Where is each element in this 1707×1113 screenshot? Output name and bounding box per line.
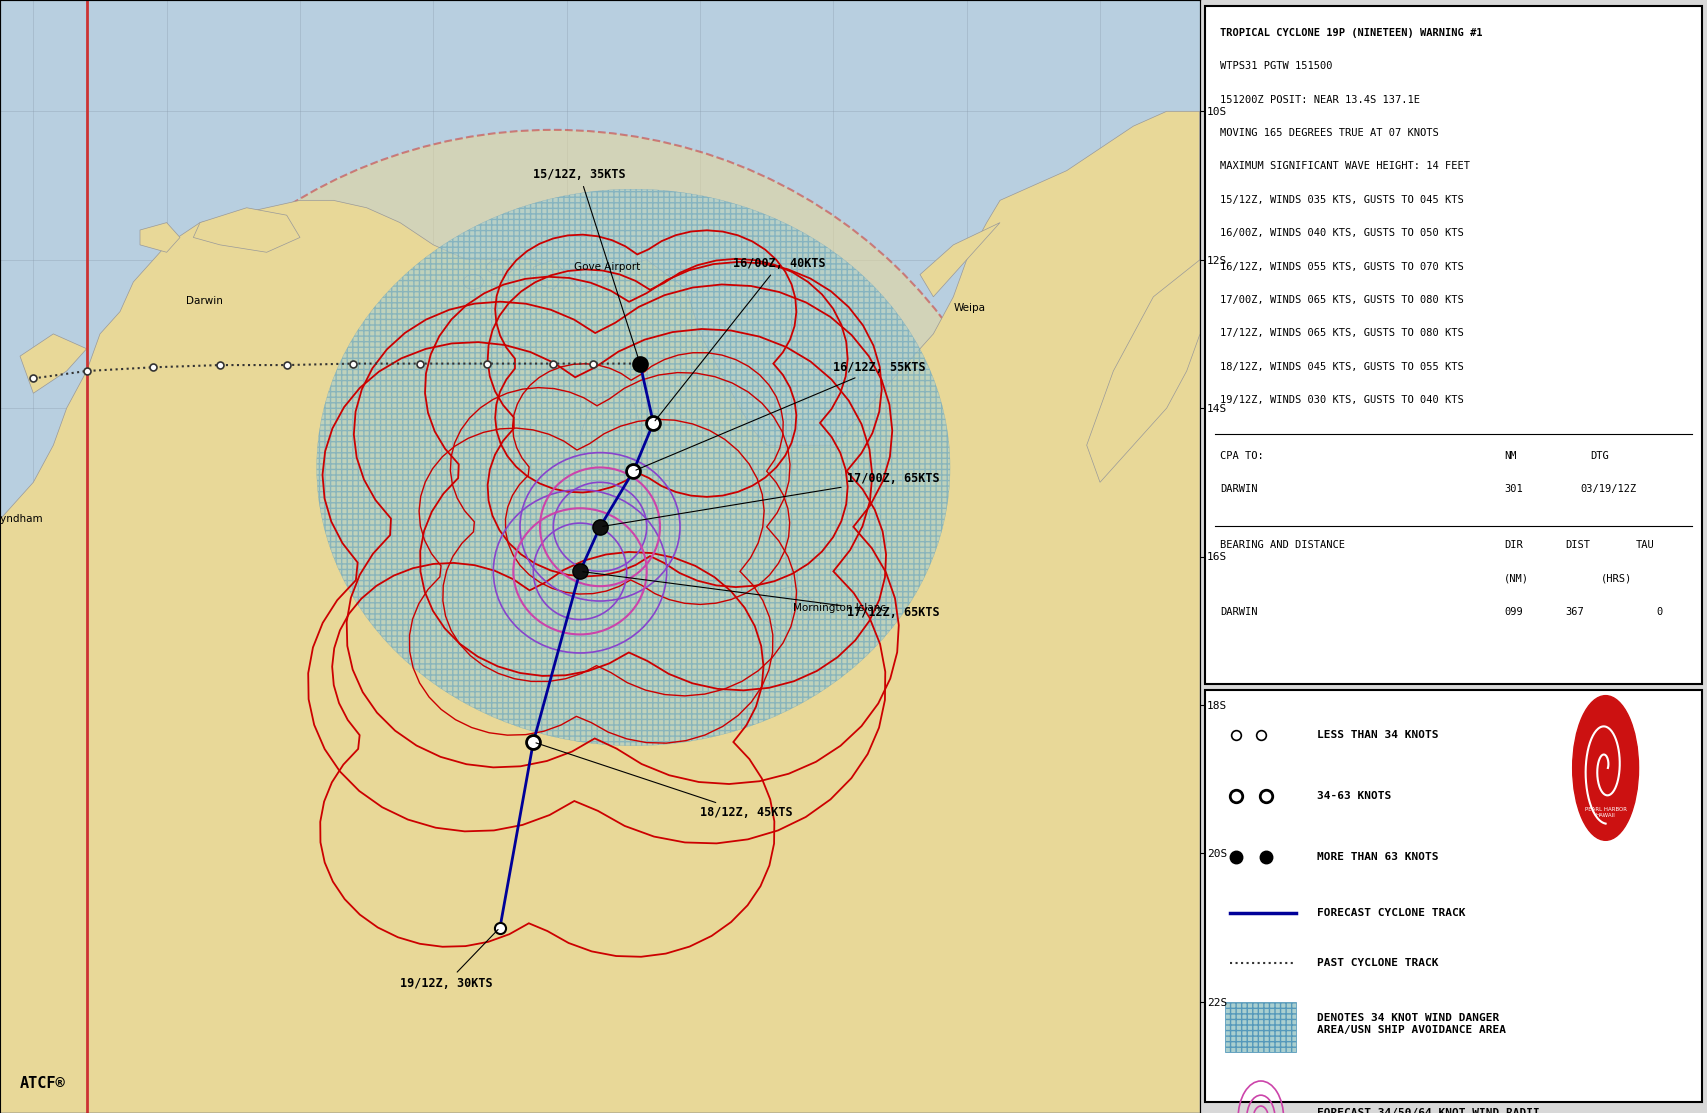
Text: 17/00Z, 65KTS: 17/00Z, 65KTS [603, 472, 939, 526]
Bar [1205, 690, 1702, 1102]
Text: 16/00Z, 40KTS: 16/00Z, 40KTS [655, 257, 826, 421]
Text: Weipa: Weipa [953, 303, 985, 313]
Polygon shape [140, 223, 179, 253]
Text: Darwin: Darwin [186, 296, 224, 305]
Text: ATCF®: ATCF® [20, 1076, 65, 1091]
Text: PAST CYCLONE TRACK: PAST CYCLONE TRACK [1316, 958, 1437, 967]
Bar [1226, 1002, 1296, 1052]
Text: BEARING AND DISTANCE: BEARING AND DISTANCE [1221, 540, 1345, 550]
Text: DARWIN: DARWIN [1221, 484, 1258, 494]
Ellipse shape [463, 275, 483, 289]
Ellipse shape [318, 189, 951, 746]
Text: (HRS): (HRS) [1601, 573, 1632, 583]
Text: 367: 367 [1565, 607, 1584, 617]
Polygon shape [580, 393, 640, 475]
Text: 301: 301 [1504, 484, 1523, 494]
Text: DIR: DIR [1504, 540, 1523, 550]
Text: LESS THAN 34 KNOTS: LESS THAN 34 KNOTS [1316, 730, 1437, 739]
Circle shape [1572, 696, 1639, 840]
Polygon shape [193, 208, 300, 253]
Ellipse shape [486, 259, 514, 275]
Ellipse shape [70, 130, 1036, 1057]
Text: MAXIMUM SIGNIFICANT WAVE HEIGHT: 14 FEET: MAXIMUM SIGNIFICANT WAVE HEIGHT: 14 FEET [1221, 161, 1470, 171]
Text: FORECAST 34/50/64 KNOT WIND RADII
(WINDS VALID OVER OPEN OCEAN ONLY): FORECAST 34/50/64 KNOT WIND RADII (WINDS… [1316, 1107, 1547, 1113]
Text: 17/12Z, 65KTS: 17/12Z, 65KTS [582, 572, 939, 619]
Text: NM: NM [1504, 451, 1518, 461]
Polygon shape [1087, 111, 1200, 482]
Polygon shape [920, 223, 1000, 297]
Text: Gove Airport: Gove Airport [574, 263, 640, 272]
Text: DIST: DIST [1565, 540, 1589, 550]
Text: 16/12Z, 55KTS: 16/12Z, 55KTS [637, 361, 925, 470]
Text: Wyndham: Wyndham [0, 514, 43, 524]
Text: TAU: TAU [1635, 540, 1654, 550]
Polygon shape [533, 259, 567, 289]
Text: 151200Z POSIT: NEAR 13.4S 137.1E: 151200Z POSIT: NEAR 13.4S 137.1E [1221, 95, 1420, 105]
Text: (NM): (NM) [1504, 573, 1529, 583]
Text: 18/12Z, 45KTS: 18/12Z, 45KTS [536, 742, 792, 819]
Text: 17/12Z, WINDS 065 KTS, GUSTS TO 080 KTS: 17/12Z, WINDS 065 KTS, GUSTS TO 080 KTS [1221, 328, 1465, 338]
Text: MOVING 165 DEGREES TRUE AT 07 KNOTS: MOVING 165 DEGREES TRUE AT 07 KNOTS [1221, 128, 1439, 138]
Text: 15/12Z, WINDS 035 KTS, GUSTS TO 045 KTS: 15/12Z, WINDS 035 KTS, GUSTS TO 045 KTS [1221, 195, 1465, 205]
Text: CPA TO:: CPA TO: [1221, 451, 1265, 461]
Text: 17/00Z, WINDS 065 KTS, GUSTS TO 080 KTS: 17/00Z, WINDS 065 KTS, GUSTS TO 080 KTS [1221, 295, 1465, 305]
Text: PEARL HARBOR
HAWAII: PEARL HARBOR HAWAII [1584, 807, 1627, 818]
Text: 099: 099 [1504, 607, 1523, 617]
Polygon shape [20, 334, 87, 393]
Text: TROPICAL CYCLONE 19P (NINETEEN) WARNING #1: TROPICAL CYCLONE 19P (NINETEEN) WARNING … [1221, 28, 1483, 38]
Text: 34-63 KNOTS: 34-63 KNOTS [1316, 791, 1391, 800]
Text: 16/00Z, WINDS 040 KTS, GUSTS TO 050 KTS: 16/00Z, WINDS 040 KTS, GUSTS TO 050 KTS [1221, 228, 1465, 238]
Text: 0: 0 [1656, 607, 1663, 617]
Bar [1205, 6, 1702, 684]
Polygon shape [0, 111, 1200, 1113]
Text: FORECAST CYCLONE TRACK: FORECAST CYCLONE TRACK [1316, 908, 1465, 917]
Text: 03/19/12Z: 03/19/12Z [1581, 484, 1637, 494]
Text: Mornington Islanc: Mornington Islanc [794, 603, 886, 613]
Text: 15/12Z, 35KTS: 15/12Z, 35KTS [533, 168, 638, 361]
Text: DENOTES 34 KNOT WIND DANGER
AREA/USN SHIP AVOIDANCE AREA: DENOTES 34 KNOT WIND DANGER AREA/USN SHI… [1316, 1013, 1506, 1035]
Text: DARWIN: DARWIN [1221, 607, 1258, 617]
Text: 19/12Z, 30KTS: 19/12Z, 30KTS [399, 929, 498, 989]
Text: 18/12Z, WINDS 045 KTS, GUSTS TO 055 KTS: 18/12Z, WINDS 045 KTS, GUSTS TO 055 KTS [1221, 362, 1465, 372]
Polygon shape [760, 587, 813, 631]
Text: 19/12Z, WINDS 030 KTS, GUSTS TO 040 KTS: 19/12Z, WINDS 030 KTS, GUSTS TO 040 KTS [1221, 395, 1465, 405]
Text: MORE THAN 63 KNOTS: MORE THAN 63 KNOTS [1316, 853, 1437, 861]
Text: WTPS31 PGTW 151500: WTPS31 PGTW 151500 [1221, 61, 1333, 71]
Text: DTG: DTG [1591, 451, 1610, 461]
Text: 16/12Z, WINDS 055 KTS, GUSTS TO 070 KTS: 16/12Z, WINDS 055 KTS, GUSTS TO 070 KTS [1221, 262, 1465, 272]
